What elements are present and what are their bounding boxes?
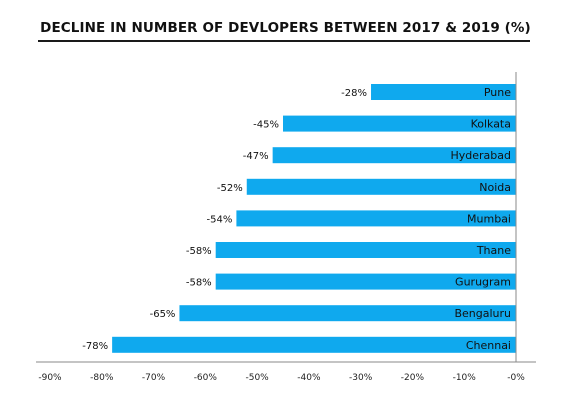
x-tick-label: -80% (90, 373, 114, 383)
x-tick-label: -20% (401, 373, 425, 383)
value-label-kolkata: -45% (253, 120, 279, 131)
category-label-chennai: Chennai (466, 339, 511, 352)
bars-layer (112, 84, 516, 353)
category-label-noida: Noida (479, 181, 511, 194)
x-tick-label: -90% (38, 373, 62, 383)
category-label-kolkata: Kolkata (471, 118, 511, 131)
bar-pune (371, 84, 516, 100)
bar-hyderabad (272, 147, 516, 164)
value-label-hyderabad: -47% (243, 151, 269, 162)
value-label-bengaluru: -65% (150, 309, 176, 320)
bar-noida (246, 178, 516, 195)
x-tick-label: -10% (453, 373, 477, 383)
x-tick-label: -70% (142, 373, 166, 383)
value-label-thane: -58% (186, 246, 212, 257)
title-underline (38, 40, 530, 42)
category-label-thane: Thane (476, 244, 511, 257)
x-tick-label: -30% (349, 373, 373, 383)
category-label-pune: Pune (484, 86, 511, 99)
value-label-chennai: -78% (82, 341, 108, 352)
axes-layer: -90% -80% -70% -60% -50% -40% -30% -20% -10% -0% (36, 72, 536, 383)
bar-bengaluru (179, 305, 516, 322)
chart-title: DECLINE IN NUMBER OF DEVLOPERS BETWEEN 2… (40, 20, 531, 36)
x-tick-label: -60% (194, 373, 218, 383)
bar-chennai (112, 336, 516, 353)
value-label-pune: -28% (341, 88, 367, 99)
x-tick-label: -50% (245, 373, 269, 383)
category-label-gurugram: Gurugram (455, 276, 511, 289)
bar-gurugram (215, 273, 516, 290)
category-label-bengaluru: Bengaluru (454, 307, 511, 320)
value-label-gurugram: -58% (186, 278, 212, 289)
value-label-mumbai: -54% (207, 214, 233, 225)
category-label-mumbai: Mumbai (467, 212, 511, 225)
category-label-hyderabad: Hyderabad (451, 149, 512, 162)
bar-kolkata (283, 115, 516, 132)
bar-mumbai (236, 210, 516, 227)
x-tick-label: -0% (507, 373, 525, 383)
bar-thane (215, 242, 516, 258)
x-tick-label: -40% (297, 373, 321, 383)
labels-layer: Pune -28% Kolkata -45% Hyderabad -47% Noida -52… (82, 86, 511, 352)
value-label-noida: -52% (217, 183, 243, 194)
